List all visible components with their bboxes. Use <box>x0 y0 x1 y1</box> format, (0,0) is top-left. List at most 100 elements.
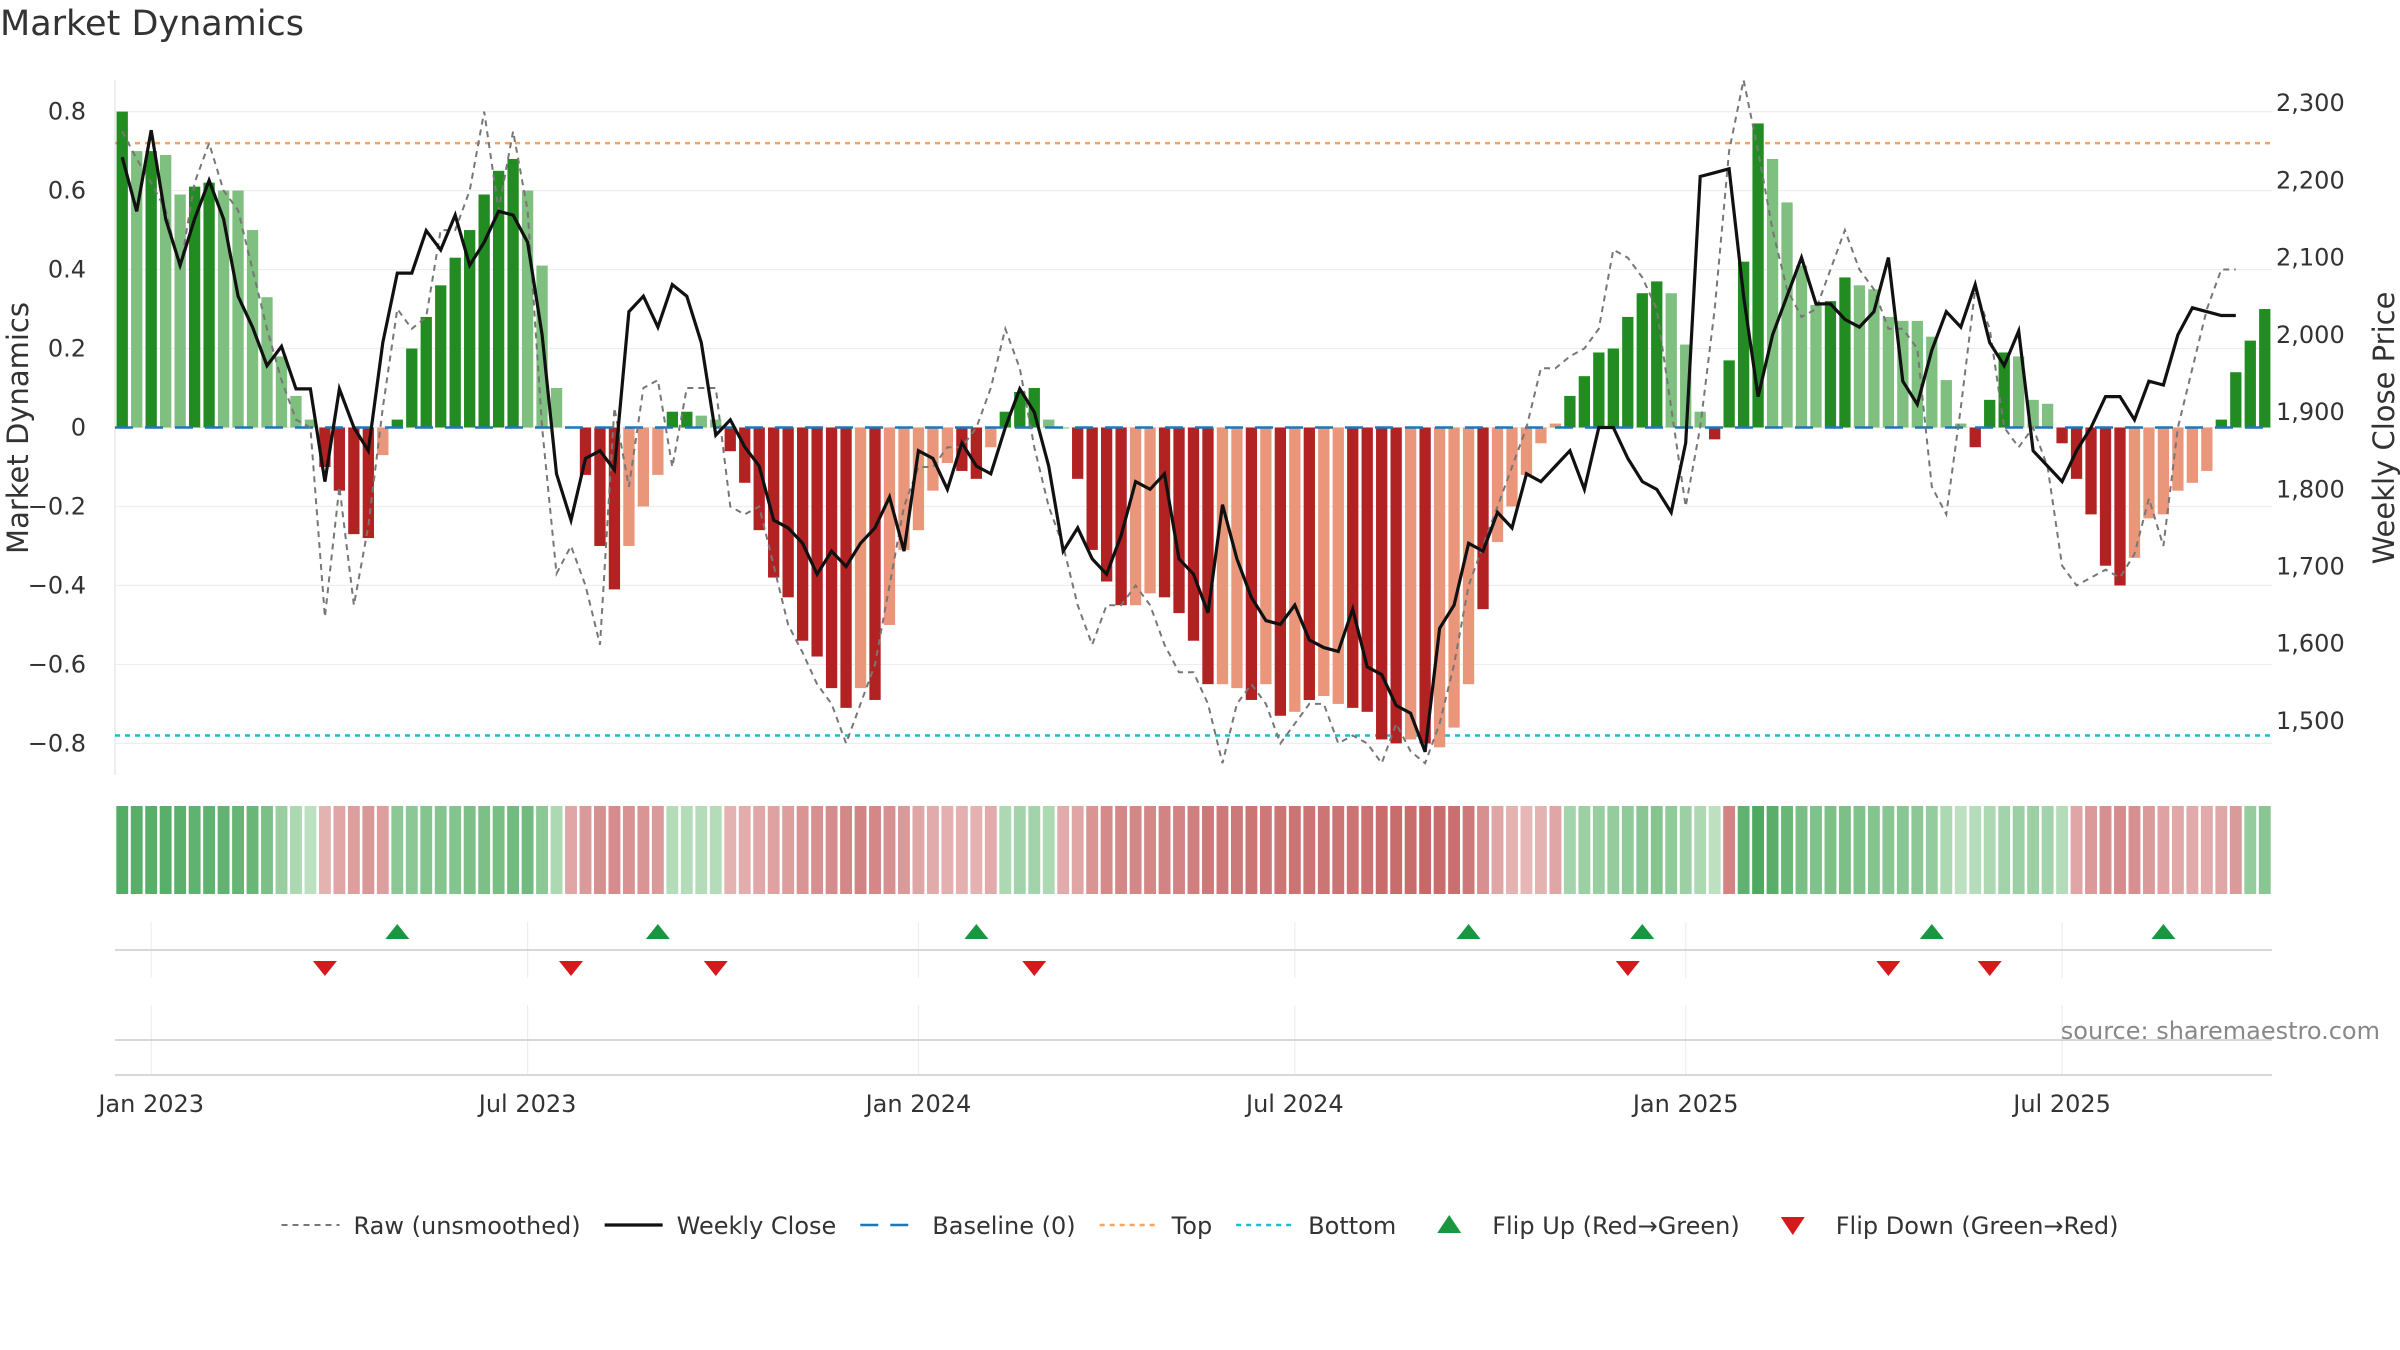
heat-strip-cell <box>2099 806 2112 894</box>
heat-strip-cell <box>811 806 824 894</box>
dynamics-bar <box>1824 301 1837 428</box>
heat-strip-cell <box>767 806 780 894</box>
dynamics-bar <box>1766 158 1779 428</box>
heat-strip-cell <box>854 806 867 894</box>
dynamics-bar <box>1723 360 1735 428</box>
heat-strip-cell <box>1216 806 1229 894</box>
heat-strip-cell <box>941 806 954 894</box>
heat-strip-cell <box>651 806 664 894</box>
heat-strip-cell <box>2229 806 2242 894</box>
dynamics-bar <box>492 170 505 428</box>
dynamics-bar <box>1318 427 1330 697</box>
dynamics-bar <box>637 427 650 507</box>
dynamics-bar <box>1810 305 1822 428</box>
dynamics-bar <box>970 427 982 479</box>
source-note: source: sharemaestro.com <box>2061 1017 2380 1045</box>
chart-title: Market Dynamics <box>0 4 305 44</box>
legend-label: Flip Up (Red→Green) <box>1492 1212 1740 1240</box>
dynamics-bar <box>1072 427 1084 479</box>
dynamics-bar <box>1433 427 1446 748</box>
heat-strip-cell <box>1419 806 1432 894</box>
heat-strip-cell <box>1535 806 1547 894</box>
heat-strip-cell <box>1737 806 1750 894</box>
dynamics-bar <box>362 427 374 539</box>
x-tick-label: Jul 2023 <box>477 1090 577 1118</box>
x-tick-label: Jul 2024 <box>1244 1090 1344 1118</box>
heat-strip-cell <box>232 806 244 894</box>
heat-strip-cell <box>1867 806 1880 894</box>
flip-down-marker <box>1615 961 1640 976</box>
dynamics-bar <box>1028 388 1040 428</box>
dynamics-bar <box>1289 427 1301 712</box>
y-left-tick-label: 0.4 <box>48 256 86 284</box>
dynamics-bar <box>1622 316 1634 428</box>
heat-strip-cell <box>1346 806 1359 894</box>
heat-strip-cell <box>695 806 708 894</box>
dynamics-bar <box>1202 427 1214 685</box>
heat-strip-cell <box>2200 806 2213 894</box>
heat-strip-cell <box>2215 806 2228 894</box>
heat-strip-cell <box>1144 806 1157 894</box>
dynamics-bar <box>1593 352 1605 428</box>
heat-strip-cell <box>1810 806 1822 894</box>
dynamics-bar <box>666 411 678 428</box>
heat-strip-cell <box>290 806 302 894</box>
dynamics-bar <box>1361 427 1373 712</box>
heat-strip-cell <box>1983 806 1996 894</box>
dynamics-bar <box>2085 427 2097 515</box>
y-left-tick-label: −0.8 <box>28 729 86 757</box>
heat-strip-cell <box>463 806 476 894</box>
y-left-tick-label: −0.6 <box>28 650 86 678</box>
dynamics-bar <box>348 427 360 535</box>
dynamics-bar <box>912 427 925 531</box>
dynamics-bar <box>1868 289 1880 428</box>
dynamics-bar <box>1709 427 1721 440</box>
dynamics-bar <box>985 427 997 448</box>
legend-item: Baseline (0) <box>860 1212 1076 1240</box>
heat-strip-cell <box>1303 806 1316 894</box>
y-axis-right-label: Weekly Close Price <box>2367 292 2400 565</box>
heat-strip-cell <box>1317 806 1330 894</box>
heat-strip-cell <box>955 806 968 894</box>
dynamics-bar <box>1795 265 1808 428</box>
dynamics-bar <box>1347 427 1359 708</box>
dynamics-bar <box>1129 427 1142 606</box>
dynamics-bar <box>1578 376 1591 428</box>
dynamics-bar <box>1752 123 1764 428</box>
heat-strip-cell <box>999 806 1012 894</box>
dynamics-bar <box>753 427 765 531</box>
heat-strip-cell <box>738 806 751 894</box>
dynamics-bar <box>999 411 1011 428</box>
flip-down-marker <box>703 961 728 976</box>
heat-strip-cell <box>1086 806 1099 894</box>
heat-strip-cell <box>565 806 577 894</box>
dynamics-bar <box>188 186 201 428</box>
dynamics-bar <box>1549 423 1562 428</box>
legend-label: Weekly Close <box>677 1212 837 1240</box>
dynamics-bar <box>1781 202 1793 428</box>
heat-strip-cell <box>536 806 548 894</box>
right-axis: 2,300 2,200 2,100 2,000 1,900 1,800 1,700 1,600… <box>2276 89 2345 735</box>
heat-strip-cell <box>1896 806 1909 894</box>
heat-strip-cell <box>709 806 722 894</box>
dynamics-bar <box>695 415 707 428</box>
dynamics-bar <box>956 427 968 471</box>
dynamics-bar <box>232 190 244 428</box>
heat-strip-cell <box>1679 806 1692 894</box>
heat-strip-cell <box>1404 806 1417 894</box>
heat-strip-cell <box>608 806 621 894</box>
heat-strip-cell <box>1781 806 1793 894</box>
y-left-tick-label: 0.6 <box>48 177 86 205</box>
dynamics-bar <box>2186 427 2199 483</box>
heat-strip-cell <box>1100 806 1113 894</box>
dynamics-bar <box>652 427 664 475</box>
y-right-tick-label: 1,800 <box>2276 475 2345 503</box>
dynamics-bar <box>2230 372 2242 428</box>
dynamics-bar <box>1694 411 1706 428</box>
dynamics-bars <box>116 111 2271 748</box>
heat-strip-cell <box>898 806 910 894</box>
heat-strip-cell <box>1723 806 1736 894</box>
flip-up-marker <box>964 924 989 939</box>
dynamics-bar <box>594 427 606 546</box>
dynamics-bar <box>1086 427 1098 550</box>
